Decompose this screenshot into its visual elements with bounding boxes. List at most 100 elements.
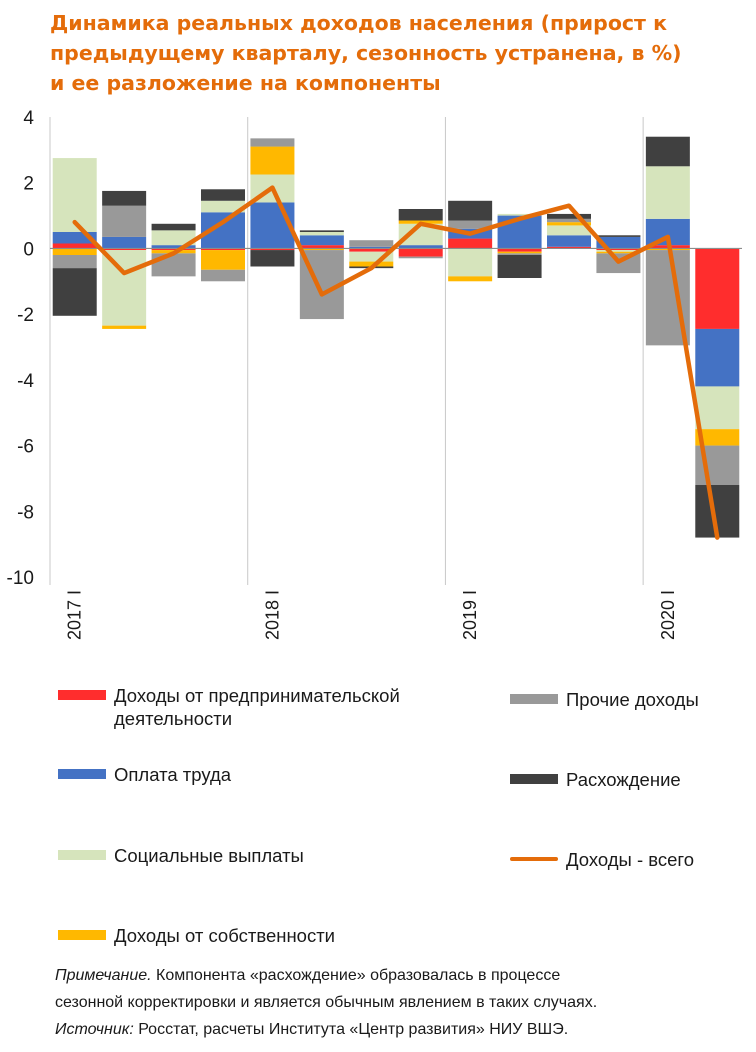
bar-segment-social <box>102 250 147 326</box>
bar-segment-discrepancy <box>250 250 295 267</box>
y-tick-label: 2 <box>23 174 34 195</box>
bar-segment-social <box>52 158 97 232</box>
legend-swatch <box>510 774 558 784</box>
bar-segment-other <box>52 255 97 269</box>
stacked-bar-chart: 4 2 0 -2 -4 -6 -8 -10 2017 I 2018 I 2019 I 2020 I <box>7 108 742 640</box>
bar-segment-other <box>349 240 394 247</box>
source-line: Источник: Росстат, расчеты Института «Це… <box>55 1016 745 1043</box>
bar-segment-social <box>547 225 591 236</box>
bar-segment-discrepancy <box>448 200 493 221</box>
legend-swatch <box>58 769 106 779</box>
bar-segment-wages <box>547 235 591 247</box>
bar-segment-social <box>695 386 740 430</box>
bar-segment-other <box>151 253 196 277</box>
bar-segment-discrepancy <box>102 190 147 206</box>
bar-segment-business <box>201 248 245 251</box>
bar-segment-property <box>299 248 344 251</box>
legend-item-property: Доходы от собственности <box>58 924 335 947</box>
bar-segment-other <box>201 269 245 282</box>
total-line <box>72 185 720 540</box>
chart-title-line: Динамика реальных доходов населения (при… <box>50 11 667 35</box>
bar-segment-other <box>398 256 443 259</box>
bar-segment-other <box>448 220 493 229</box>
legend-label: Оплата труда <box>114 764 232 785</box>
bar-segment-social <box>201 200 245 213</box>
bar-segment-business <box>695 248 740 329</box>
footnote: Примечание. Компонента «расхождение» обр… <box>55 962 745 1043</box>
bar-segment-discrepancy <box>201 189 245 201</box>
bar-segment-other <box>102 205 147 237</box>
bar-segment-discrepancy <box>596 235 641 237</box>
x-tick-label: 2017 I <box>65 590 85 640</box>
bar-segment-business <box>497 248 542 252</box>
legend-label: Доходы от предпринимательской деятельнос… <box>114 685 400 729</box>
bar-segment-wages <box>250 202 295 249</box>
legend-label: Расхождение <box>566 769 681 790</box>
legend-item-discrepancy: Расхождение <box>510 768 681 791</box>
legend-swatch <box>58 850 106 860</box>
chart-title: Динамика реальных доходов населения (при… <box>50 8 740 98</box>
bar-segment-property <box>596 251 641 254</box>
bar-segment-discrepancy <box>299 230 344 232</box>
bar-segment-wages <box>299 235 344 246</box>
total-income-line <box>72 185 720 540</box>
bar-segment-social <box>398 223 443 246</box>
bar-segment-discrepancy <box>497 255 542 278</box>
legend-label: Прочие доходы <box>566 689 699 710</box>
bar-segment-other <box>547 218 591 223</box>
bar-segment-discrepancy <box>398 209 443 221</box>
legend-swatch <box>58 930 106 940</box>
bar-segment-business <box>398 248 443 257</box>
bar-segment-social <box>645 166 690 219</box>
bar-segment-wages <box>596 236 641 249</box>
bar-segment-property <box>250 146 295 175</box>
source-text: Росстат, расчеты Института «Центр развит… <box>133 1021 569 1038</box>
source-label: Источник: <box>55 1021 134 1038</box>
bar-segment-wages <box>695 328 740 387</box>
bar-segment-property <box>102 325 147 329</box>
bar-segment-social <box>497 213 542 216</box>
bar-segment-business <box>52 243 97 249</box>
bar-segment-social <box>151 230 196 246</box>
bar-segment-wages <box>52 232 97 244</box>
y-axis-labels: 4 2 0 -2 -4 -6 -8 -10 <box>7 108 35 589</box>
bar-segment-business <box>250 248 295 251</box>
legend-item-social: Социальные выплаты <box>58 844 304 867</box>
legend-item-other: Прочие доходы <box>510 688 699 711</box>
legend-item-business: Доходы от предпринимательской деятельнос… <box>58 684 400 730</box>
bar-segment-business <box>299 245 344 249</box>
x-tick-label: 2020 I <box>658 590 678 640</box>
y-tick-label: -2 <box>17 305 34 326</box>
legend-label: Социальные выплаты <box>114 845 304 866</box>
x-tick-label: 2018 I <box>262 590 282 640</box>
bar-segment-social <box>299 232 344 236</box>
bar-segment-business <box>349 248 394 252</box>
legend-label: Доходы от собственности <box>114 925 336 946</box>
bar-segment-property <box>448 276 493 282</box>
legend-label: Доходы - всего <box>566 849 695 870</box>
bars <box>52 136 740 538</box>
note-text: сезонной корректировки и является обычны… <box>55 994 598 1011</box>
bar-segment-discrepancy <box>151 223 196 231</box>
bar-segment-other <box>250 138 295 147</box>
y-tick-label: -4 <box>17 371 34 392</box>
bar-segment-property <box>52 248 97 255</box>
bar-segment-wages <box>151 245 196 249</box>
y-tick-label: 0 <box>23 239 34 260</box>
bar-segment-property <box>201 250 245 270</box>
x-tick-label: 2019 I <box>460 590 480 640</box>
bar-segment-discrepancy <box>52 268 97 316</box>
legend-item-total: Доходы - всего <box>510 848 694 871</box>
bar-segment-business <box>102 248 147 251</box>
legend-swatch <box>58 690 106 700</box>
bar-segment-discrepancy <box>645 136 690 167</box>
bar-segment-business <box>547 246 591 249</box>
note-text: Компонента «расхождение» образовалась в … <box>151 967 561 984</box>
bar-segment-business <box>448 238 493 249</box>
bar-segment-business <box>596 248 641 251</box>
note-line: сезонной корректировки и является обычны… <box>55 989 745 1016</box>
legend-swatch <box>510 694 558 704</box>
note-line: Примечание. Компонента «расхождение» обр… <box>55 962 745 989</box>
y-tick-label: -10 <box>7 568 34 589</box>
legend-swatch <box>510 857 558 861</box>
